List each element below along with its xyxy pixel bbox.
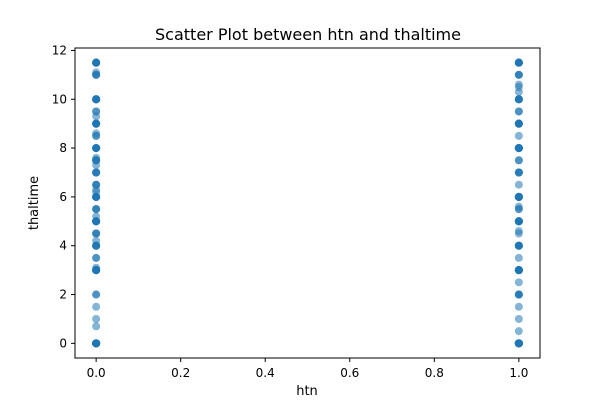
data-point — [92, 229, 101, 238]
data-point — [92, 314, 101, 323]
data-point — [514, 266, 523, 275]
data-point — [92, 253, 101, 262]
data-point — [514, 314, 523, 323]
data-point — [92, 144, 101, 153]
y-tick-label: 4 — [59, 239, 67, 253]
data-point — [92, 241, 101, 250]
data-point — [514, 217, 523, 226]
plot-frame — [74, 47, 541, 359]
y-axis-ticks: 0 2 4 6 8 10 12 — [52, 43, 75, 350]
data-point — [514, 253, 523, 262]
data-point — [514, 58, 523, 67]
y-tick-label: 12 — [52, 43, 67, 57]
data-point — [92, 290, 101, 299]
data-point — [514, 227, 523, 236]
y-tick-label: 0 — [59, 336, 67, 350]
data-point — [92, 119, 101, 128]
data-point — [92, 339, 101, 348]
data-point — [92, 70, 101, 79]
data-point — [514, 241, 523, 250]
y-tick-label: 2 — [59, 288, 67, 302]
data-point — [514, 290, 523, 299]
data-point — [514, 278, 523, 287]
data-point — [92, 129, 101, 138]
y-tick-label: 6 — [59, 190, 67, 204]
data-point — [514, 107, 523, 116]
data-point — [514, 302, 523, 311]
data-point — [514, 180, 523, 189]
x-tick-label: 0.8 — [425, 366, 444, 380]
data-point — [514, 144, 523, 153]
data-point — [92, 107, 101, 116]
data-point — [92, 266, 101, 275]
x-axis-label: htn — [296, 384, 318, 399]
data-point — [92, 192, 101, 201]
data-point — [514, 192, 523, 201]
x-tick-label: 0.2 — [171, 366, 190, 380]
y-tick-label: 8 — [59, 141, 67, 155]
data-point — [92, 217, 101, 226]
x-tick-label: 0.0 — [87, 366, 106, 380]
data-point — [514, 70, 523, 79]
data-points — [92, 58, 523, 348]
y-axis-label: thaltime — [27, 176, 42, 230]
data-point — [514, 80, 523, 89]
data-point — [92, 58, 101, 67]
x-tick-label: 0.6 — [340, 366, 359, 380]
chart-title: Scatter Plot between htn and thaltime — [155, 25, 461, 44]
data-point — [92, 322, 101, 331]
data-point — [514, 339, 523, 348]
data-point — [514, 327, 523, 336]
data-point — [92, 156, 101, 165]
data-point — [92, 95, 101, 104]
data-point — [514, 168, 523, 177]
data-point — [92, 302, 101, 311]
data-point — [514, 156, 523, 165]
data-point — [514, 205, 523, 214]
data-point — [92, 205, 101, 214]
data-point — [92, 180, 101, 189]
data-point — [514, 119, 523, 128]
x-tick-label: 0.4 — [256, 366, 275, 380]
data-point — [514, 131, 523, 140]
x-axis-ticks: 0.0 0.2 0.4 0.6 0.8 1.0 — [87, 358, 528, 380]
data-point — [92, 168, 101, 177]
x-tick-label: 1.0 — [509, 366, 528, 380]
data-point — [514, 95, 523, 104]
y-tick-label: 10 — [52, 92, 67, 106]
